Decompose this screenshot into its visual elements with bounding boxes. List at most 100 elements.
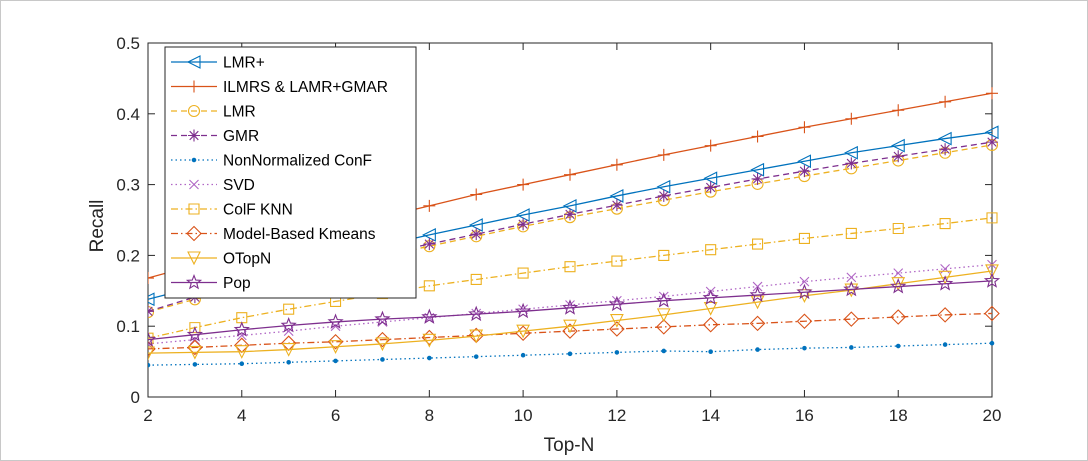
data-point-model-based-kmeans xyxy=(984,305,1000,322)
data-point-lmr xyxy=(937,131,952,146)
data-point-nonnormalized-conf xyxy=(942,342,948,347)
data-point-pop xyxy=(186,326,204,342)
legend-marker-gmr xyxy=(188,129,200,142)
x-tick-label: 16 xyxy=(795,406,814,425)
legend-label-ilmrs-lamr-gmar: ILMRS & LAMR+GMAR xyxy=(223,79,388,96)
data-point-pop xyxy=(983,272,1000,288)
data-point-colf-knn xyxy=(423,280,435,292)
series-line-otopn xyxy=(148,270,993,354)
data-point-model-based-kmeans xyxy=(148,341,156,357)
data-point-nonnormalized-conf xyxy=(148,362,151,368)
legend-label-lmr: LMR xyxy=(223,104,256,121)
data-point-gmr xyxy=(610,199,623,212)
data-point-nonnormalized-conf xyxy=(802,345,807,351)
data-point-pop xyxy=(843,280,860,297)
data-point-pop xyxy=(514,302,532,319)
data-point-colf-knn xyxy=(236,312,248,324)
data-point-ilmrs-lamr-gmar xyxy=(892,104,905,117)
data-point-pop xyxy=(374,310,391,327)
x-tick-label: 14 xyxy=(701,406,720,425)
data-point-pop xyxy=(233,321,250,337)
data-point-lmr xyxy=(148,292,155,307)
data-point-model-based-kmeans xyxy=(187,339,203,356)
x-tick-label: 10 xyxy=(514,406,533,425)
data-point-ilmrs-lamr-gmar xyxy=(610,158,623,171)
data-point-otopn xyxy=(234,345,249,359)
legend: LMR+ ILMRS & LAMR+GMAR LMR GMR NonNormalized… xyxy=(164,46,417,299)
data-point-nonnormalized-conf xyxy=(661,348,667,354)
data-point-lmr xyxy=(515,208,530,222)
data-point-colf-knn xyxy=(517,267,529,279)
data-point-pop xyxy=(890,278,907,294)
data-point-ilmrs-lamr-gmar xyxy=(751,130,764,143)
data-point-model-based-kmeans xyxy=(374,331,391,348)
legend-marker-otopn xyxy=(187,251,201,266)
data-point-ilmrs-lamr-gmar xyxy=(986,87,998,100)
data-point-model-based-kmeans xyxy=(656,319,672,335)
data-point-ilmrs-lamr-gmar xyxy=(657,148,670,161)
data-point-colf-knn xyxy=(986,212,998,224)
data-point-ilmrs-lamr-gmar xyxy=(517,178,530,191)
data-point-colf-knn xyxy=(148,332,154,344)
legend-label-model-based-kmeans: Model-Based Kmeans xyxy=(223,226,376,243)
data-point-otopn xyxy=(938,270,953,285)
data-point-otopn xyxy=(187,345,202,360)
data-point-lmr xyxy=(890,138,905,153)
legend-marker-colf-knn xyxy=(188,203,200,215)
data-point-lmr xyxy=(984,125,999,140)
legend-label-svd: SVD xyxy=(223,177,255,194)
data-point-lmr xyxy=(148,305,155,319)
data-point-colf-knn xyxy=(611,255,623,267)
data-point-gmr xyxy=(657,189,670,202)
legend-label-nonnormalized-conf: NonNormalized ConF xyxy=(223,153,372,170)
data-point-model-based-kmeans xyxy=(937,307,953,323)
data-point-model-based-kmeans xyxy=(421,329,438,346)
data-point-lmr xyxy=(656,179,671,194)
data-point-model-based-kmeans xyxy=(702,317,719,333)
data-point-ilmrs-lamr-gmar xyxy=(564,168,576,181)
x-tick-label: 8 xyxy=(425,406,434,425)
plot-area-box xyxy=(147,42,993,398)
data-point-colf-knn xyxy=(283,303,295,315)
y-tick-label: 0.5 xyxy=(116,34,140,53)
legend-marker-svd xyxy=(189,179,199,190)
data-point-pop xyxy=(148,331,157,347)
data-point-model-based-kmeans xyxy=(562,323,578,339)
data-point-ilmrs-lamr-gmar xyxy=(423,199,436,212)
legend-marker-pop xyxy=(185,273,203,290)
data-point-lmr xyxy=(422,227,436,242)
data-point-gmr xyxy=(986,136,998,149)
x-tick-label: 20 xyxy=(983,406,1002,425)
data-point-ilmrs-lamr-gmar xyxy=(845,112,858,125)
data-point-pop xyxy=(561,299,579,315)
legend-label-colf-knn: ColF KNN xyxy=(223,202,293,219)
data-point-lmr xyxy=(797,154,811,169)
data-point-nonnormalized-conf xyxy=(473,354,479,359)
data-point-gmr xyxy=(892,150,905,163)
data-point-otopn xyxy=(516,324,531,339)
data-point-ilmrs-lamr-gmar xyxy=(704,139,717,152)
y-tick-label: 0 xyxy=(131,388,140,407)
data-point-gmr xyxy=(423,238,436,251)
data-point-pop xyxy=(796,283,813,300)
data-point-nonnormalized-conf xyxy=(755,347,760,352)
data-point-gmr xyxy=(704,181,717,194)
y-axis-title: Recall xyxy=(87,200,108,253)
data-point-gmr xyxy=(798,165,811,178)
data-point-nonnormalized-conf xyxy=(708,349,713,354)
data-point-gmr xyxy=(845,157,858,170)
data-point-pop xyxy=(702,289,719,305)
data-point-model-based-kmeans xyxy=(327,333,344,350)
legend-label-lmr: LMR+ xyxy=(223,55,265,72)
data-point-pop xyxy=(421,308,438,324)
y-tick-label: 0.4 xyxy=(116,105,140,124)
data-point-nonnormalized-conf xyxy=(520,352,526,358)
data-point-model-based-kmeans xyxy=(890,309,906,325)
x-tick-label: 6 xyxy=(331,406,340,425)
legend-label-gmr: GMR xyxy=(223,128,259,145)
data-point-colf-knn xyxy=(939,217,951,230)
data-point-svd xyxy=(799,276,810,287)
data-point-ilmrs-lamr-gmar xyxy=(470,188,483,201)
data-point-nonnormalized-conf xyxy=(380,357,385,362)
data-point-nonnormalized-conf xyxy=(895,343,901,349)
